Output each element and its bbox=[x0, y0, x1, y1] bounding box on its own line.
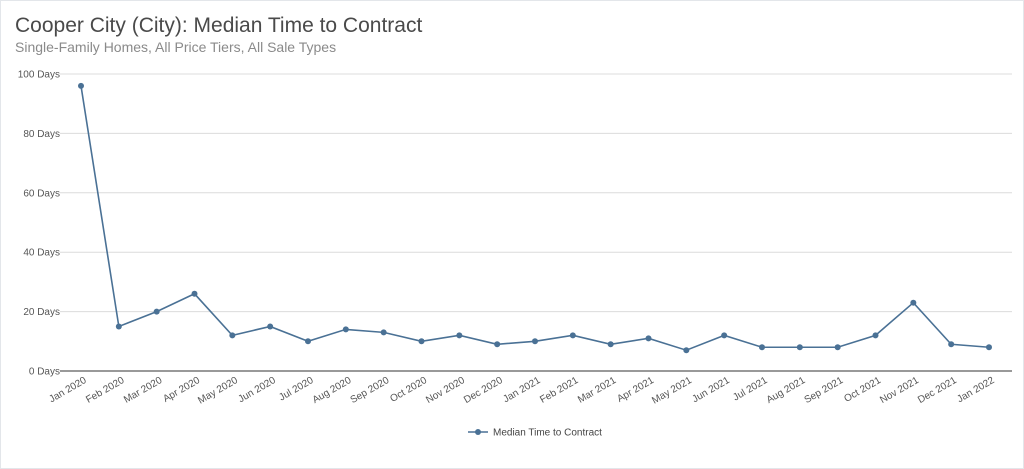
x-tick-label: Aug 2020 bbox=[311, 375, 354, 406]
data-point bbox=[342, 326, 349, 333]
x-tick-label: May 2020 bbox=[196, 375, 240, 407]
y-tick-label: 40 Days bbox=[23, 248, 60, 259]
data-point bbox=[380, 329, 387, 336]
data-point bbox=[229, 332, 236, 339]
x-tick-label: Jul 2020 bbox=[277, 375, 316, 404]
data-point bbox=[721, 332, 728, 339]
data-point bbox=[78, 82, 84, 89]
data-point bbox=[569, 332, 576, 339]
legend-label: Median Time to Contract bbox=[493, 428, 602, 439]
data-point bbox=[872, 332, 879, 339]
x-tick-label: Oct 2020 bbox=[388, 375, 429, 405]
x-tick-label: Jun 2020 bbox=[237, 375, 279, 405]
x-tick-label: Nov 2020 bbox=[424, 375, 467, 406]
x-tick-label: Aug 2021 bbox=[765, 375, 808, 406]
data-point bbox=[418, 338, 425, 345]
y-tick-label: 60 Days bbox=[23, 188, 60, 199]
x-tick-label: Apr 2021 bbox=[615, 375, 656, 405]
x-tick-label: Dec 2020 bbox=[462, 375, 505, 406]
data-point bbox=[494, 341, 501, 348]
data-point bbox=[191, 290, 198, 297]
data-point bbox=[305, 338, 311, 345]
x-tick-label: Oct 2021 bbox=[842, 375, 883, 405]
x-tick-label: Feb 2021 bbox=[538, 375, 580, 406]
x-tick-label: Dec 2021 bbox=[916, 375, 959, 406]
chart-subtitle: Single-Family Homes, All Price Tiers, Al… bbox=[15, 39, 337, 55]
x-tick-label: Nov 2021 bbox=[878, 375, 921, 406]
chart-title: Cooper City (City): Median Time to Contr… bbox=[15, 14, 423, 37]
data-point bbox=[759, 344, 765, 351]
x-tick-label: Jan 2022 bbox=[955, 375, 997, 405]
series-line bbox=[80, 85, 990, 352]
x-tick-label: Jan 2021 bbox=[501, 375, 543, 405]
data-point bbox=[115, 323, 122, 330]
x-tick-label: Sep 2020 bbox=[349, 375, 392, 406]
data-point bbox=[948, 341, 955, 348]
data-point bbox=[910, 299, 917, 306]
data-point bbox=[683, 347, 690, 354]
x-tick-label: Feb 2020 bbox=[84, 375, 126, 406]
y-tick-label: 0 Days bbox=[29, 367, 60, 378]
data-point bbox=[645, 335, 652, 342]
data-point bbox=[834, 344, 841, 351]
y-tick-label: 80 Days bbox=[23, 129, 60, 140]
y-tick-label: 20 Days bbox=[23, 307, 60, 318]
legend-marker bbox=[475, 429, 481, 435]
data-point bbox=[456, 332, 463, 339]
data-point bbox=[267, 323, 274, 330]
data-point bbox=[607, 341, 614, 348]
data-point bbox=[986, 344, 992, 351]
x-tick-label: Mar 2020 bbox=[122, 375, 164, 406]
data-point bbox=[153, 308, 160, 315]
y-tick-label: 100 Days bbox=[18, 70, 60, 81]
x-tick-label: Jul 2021 bbox=[731, 375, 770, 404]
data-point bbox=[532, 338, 538, 345]
x-tick-label: Sep 2021 bbox=[803, 375, 846, 406]
x-tick-label: Jun 2021 bbox=[691, 375, 733, 405]
x-tick-label: May 2021 bbox=[650, 375, 694, 407]
x-tick-label: Mar 2021 bbox=[576, 375, 618, 406]
x-tick-label: Jan 2020 bbox=[47, 375, 89, 405]
data-point bbox=[796, 344, 803, 351]
x-tick-label: Apr 2020 bbox=[161, 375, 202, 405]
